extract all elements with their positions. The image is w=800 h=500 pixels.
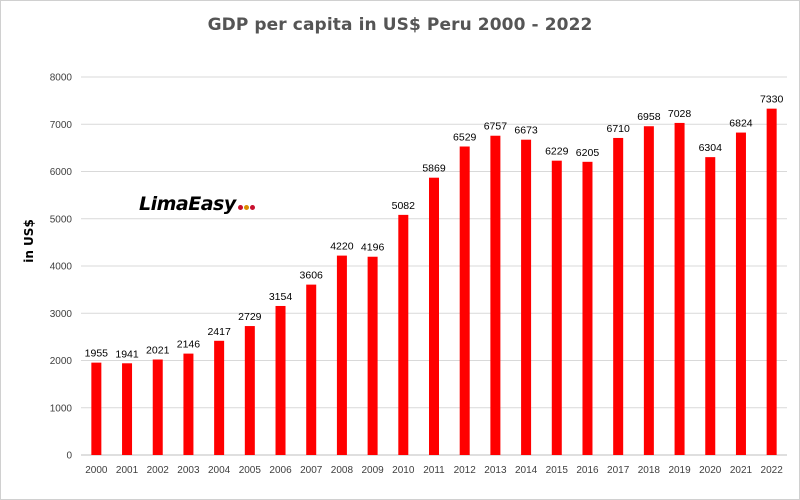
logo-dot (249, 205, 255, 210)
data-label-2006: 3154 (269, 291, 293, 303)
bar-2021 (735, 132, 746, 456)
x-tick-label-2014: 2014 (515, 465, 538, 476)
bar-2000 (91, 362, 102, 455)
y-axis-ticks: 0 1000 2000 3000 4000 5000 6000 7000 8000 (50, 73, 73, 462)
bar-2009 (367, 256, 378, 455)
x-tick-label-2012: 2012 (454, 465, 477, 476)
data-label-2003: 2146 (177, 339, 201, 351)
data-labels: 1955 1941 2021 2146 2417 2729 3154 3606 4220 4196… (85, 94, 784, 361)
y-tick-label: 6000 (50, 167, 73, 178)
y-tick-label: 5000 (50, 214, 73, 225)
bar-2004 (214, 340, 225, 455)
x-tick-label-2000: 2000 (85, 465, 108, 476)
bar-2013 (490, 135, 501, 455)
data-label-2016: 6205 (576, 147, 600, 159)
bar-2022 (766, 108, 777, 455)
x-tick-label-2001: 2001 (116, 465, 139, 476)
bars (91, 108, 777, 456)
x-tick-label-2013: 2013 (484, 465, 507, 476)
data-label-2007: 3606 (300, 270, 324, 282)
data-label-2018: 6958 (637, 111, 661, 123)
bar-2002 (152, 359, 163, 455)
x-tick-label-2016: 2016 (576, 465, 599, 476)
data-label-2010: 5082 (392, 200, 416, 212)
x-tick-label-2019: 2019 (668, 465, 691, 476)
data-label-2014: 6673 (514, 125, 538, 137)
y-tick-label: 1000 (50, 403, 73, 414)
logo-dot (243, 205, 249, 210)
bar-2019 (674, 122, 685, 455)
data-label-2005: 2729 (238, 311, 262, 323)
x-tick-label-2017: 2017 (607, 465, 630, 476)
data-label-2000: 1955 (85, 348, 109, 360)
data-label-2004: 2417 (207, 326, 231, 338)
x-tick-label-2008: 2008 (331, 465, 354, 476)
data-label-2019: 7028 (668, 108, 692, 120)
x-tick-label-2015: 2015 (546, 465, 569, 476)
y-axis-label: in US$ (22, 219, 36, 263)
logo-text: LimaEasy (139, 193, 236, 215)
bar-2006 (275, 305, 286, 455)
data-label-2012: 6529 (453, 132, 477, 144)
x-tick-label-2004: 2004 (208, 465, 231, 476)
bar-2010 (398, 214, 409, 455)
y-tick-label: 3000 (50, 309, 73, 320)
data-label-2008: 4220 (330, 241, 354, 253)
data-label-2020: 6304 (699, 142, 723, 154)
bar-2012 (459, 146, 470, 455)
x-tick-label-2006: 2006 (269, 465, 292, 476)
bar-2007 (306, 284, 317, 455)
bar-2016 (582, 161, 593, 455)
bar-2014 (521, 139, 532, 455)
data-label-2013: 6757 (484, 121, 508, 133)
bar-2018 (643, 126, 654, 455)
logo-dot (237, 205, 243, 210)
bar-2008 (336, 255, 347, 455)
limaeasy-logo: LimaEasy (139, 193, 255, 215)
data-label-2021: 6824 (729, 118, 753, 130)
bar-2015 (551, 160, 562, 455)
x-tick-label-2007: 2007 (300, 465, 323, 476)
x-tick-label-2018: 2018 (638, 465, 661, 476)
bar-2003 (183, 353, 194, 455)
data-label-2017: 6710 (606, 123, 630, 135)
x-tick-label-2022: 2022 (761, 465, 784, 476)
x-tick-label-2009: 2009 (361, 465, 384, 476)
chart-title: GDP per capita in US$ Peru 2000 - 2022 (207, 15, 593, 35)
x-tick-label-2011: 2011 (423, 465, 445, 476)
y-tick-label: 8000 (50, 73, 73, 84)
x-tick-label-2002: 2002 (147, 465, 170, 476)
data-label-2015: 6229 (545, 146, 569, 158)
x-tick-label-2010: 2010 (392, 465, 415, 476)
x-tick-label-2021: 2021 (730, 465, 753, 476)
bar-2011 (429, 177, 439, 455)
bar-2005 (244, 326, 255, 455)
data-label-2002: 2021 (146, 345, 170, 357)
y-tick-label: 2000 (50, 356, 73, 367)
bar-2020 (705, 157, 716, 456)
data-label-2001: 1941 (115, 348, 139, 360)
y-tick-label: 4000 (50, 262, 73, 273)
bar-2001 (122, 363, 133, 455)
logo-dots (237, 197, 255, 215)
data-label-2011: 5869 (422, 163, 446, 175)
y-tick-label: 7000 (50, 120, 73, 131)
x-tick-label-2003: 2003 (177, 465, 200, 476)
data-label-2009: 4196 (361, 242, 385, 254)
x-tick-label-2005: 2005 (239, 465, 262, 476)
bar-2017 (613, 137, 624, 455)
data-label-2022: 7330 (760, 94, 784, 106)
x-axis-ticks: 2000 2001 2002 2003 2004 2005 2006 2007 2008 2009… (85, 465, 783, 476)
y-tick-label: 0 (66, 451, 72, 462)
x-tick-label-2020: 2020 (699, 465, 722, 476)
